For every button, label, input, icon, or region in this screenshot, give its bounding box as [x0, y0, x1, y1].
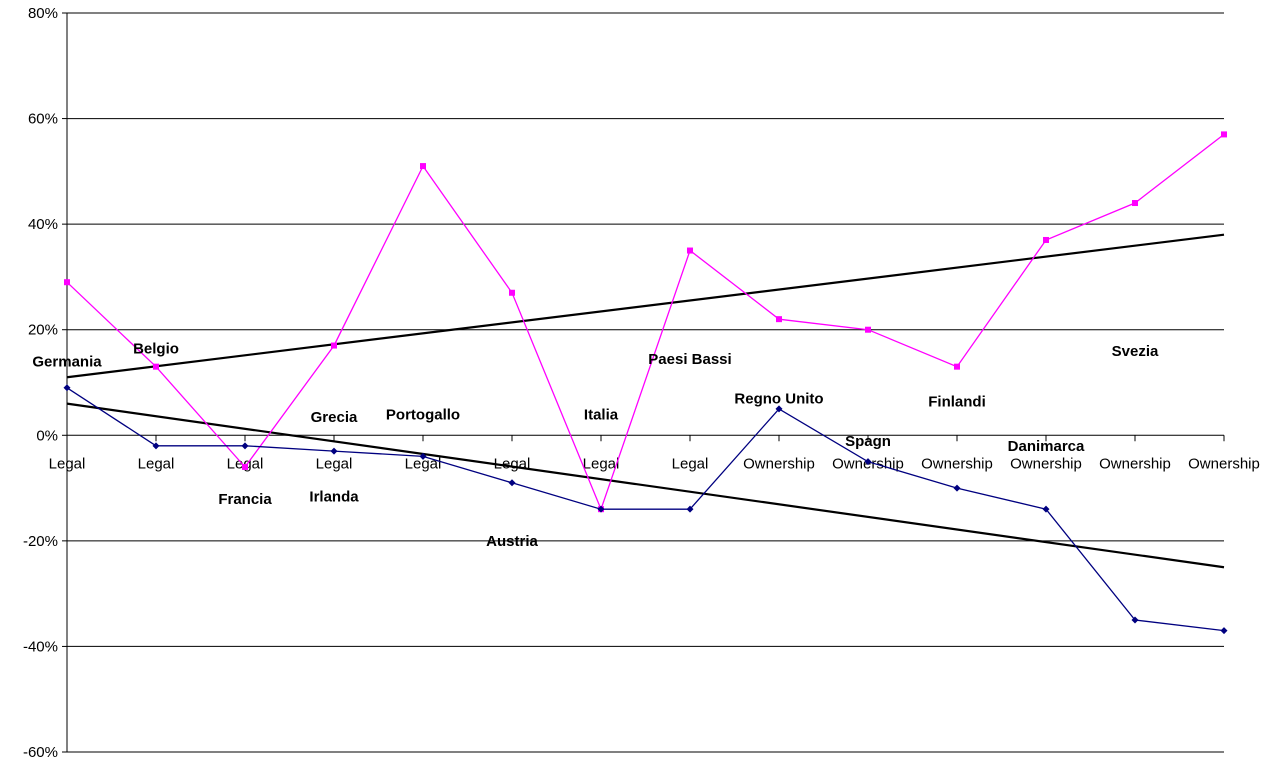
- series-2-point: [330, 447, 338, 455]
- series-2-point: [597, 505, 605, 513]
- x-tick-label: Legal: [583, 455, 620, 472]
- series-2-point: [508, 479, 516, 487]
- series-1-point: [1221, 131, 1227, 138]
- country-label: Danimarca: [1008, 438, 1085, 455]
- country-label: Svezia: [1112, 343, 1159, 360]
- series-2-point: [63, 384, 71, 392]
- country-label: Belgio: [133, 340, 179, 357]
- x-tick-label: Legal: [316, 455, 353, 472]
- country-label: Austria: [486, 533, 538, 550]
- trendline-2: [66, 402, 1225, 569]
- x-axis-ticks: Legal Legal Legal Legal Legal Legal Legal Legal…: [49, 455, 1260, 472]
- x-tick-label: Legal: [138, 455, 175, 472]
- y-tick-label: -60%: [23, 744, 58, 761]
- x-tick-label: Legal: [672, 455, 709, 472]
- x-tick-label: Legal: [227, 455, 264, 472]
- series-2-point: [953, 484, 961, 492]
- series-1-point: [1043, 236, 1049, 243]
- series-2-point: [1220, 627, 1228, 635]
- country-label: Italia: [584, 406, 619, 423]
- y-tick-label: -20%: [23, 533, 58, 550]
- country-label: Grecia: [311, 409, 358, 426]
- y-tick-label: 60%: [28, 111, 58, 128]
- annotations: Germania Belgio Francia Grecia Irlanda Portog…: [32, 340, 1159, 550]
- series-2-point: [1042, 505, 1050, 513]
- series-2-point: [1131, 616, 1139, 624]
- series-1-point: [687, 247, 693, 254]
- country-label: Finlandi: [928, 393, 986, 410]
- y-axis-ticks: -60% -40% -20% 0% 20% 40% 60% 80%: [23, 5, 58, 761]
- series-1-point: [509, 289, 515, 296]
- y-tick-label: 20%: [28, 322, 58, 339]
- series-1-point: [954, 363, 960, 370]
- y-tick-label: 80%: [28, 5, 58, 22]
- country-label: Portogallo: [386, 406, 460, 423]
- y-tick-label: -40%: [23, 638, 58, 655]
- trendline-1: [66, 233, 1225, 379]
- x-tick-label: Ownership: [743, 455, 815, 472]
- country-label: Francia: [218, 491, 272, 508]
- series-2-point: [241, 442, 249, 450]
- series-2-point: [686, 505, 694, 513]
- series-1-point: [776, 316, 782, 323]
- country-label: Germania: [32, 354, 102, 371]
- x-tick-label: Ownership: [1010, 455, 1082, 472]
- x-tick-label: Ownership: [1188, 455, 1260, 472]
- series-1-point: [242, 463, 248, 470]
- x-tick-label: Ownership: [921, 455, 993, 472]
- series-1-point: [331, 342, 337, 349]
- country-label: Spagn: [845, 433, 891, 450]
- country-label: Regno Unito: [734, 391, 823, 408]
- series-2-point: [419, 452, 427, 460]
- country-label: Paesi Bassi: [648, 351, 731, 368]
- series-2-point: [864, 458, 872, 466]
- gridlines: [62, 12, 1225, 753]
- trendlines: [66, 233, 1225, 569]
- x-tick-label: Legal: [49, 455, 86, 472]
- series: [63, 131, 1228, 635]
- y-tick-label: 40%: [28, 216, 58, 233]
- series-2-point: [775, 405, 783, 413]
- series-2-point: [152, 442, 160, 450]
- series-1-point: [865, 326, 871, 333]
- series-1-point: [64, 279, 70, 286]
- country-label: Irlanda: [309, 488, 359, 505]
- series-1-point: [420, 163, 426, 170]
- y-tick-label: 0%: [36, 427, 58, 444]
- x-tick-label: Ownership: [1099, 455, 1171, 472]
- series-2-line: [66, 387, 1225, 632]
- series-1-point: [1132, 200, 1138, 207]
- series-1-point: [153, 363, 159, 370]
